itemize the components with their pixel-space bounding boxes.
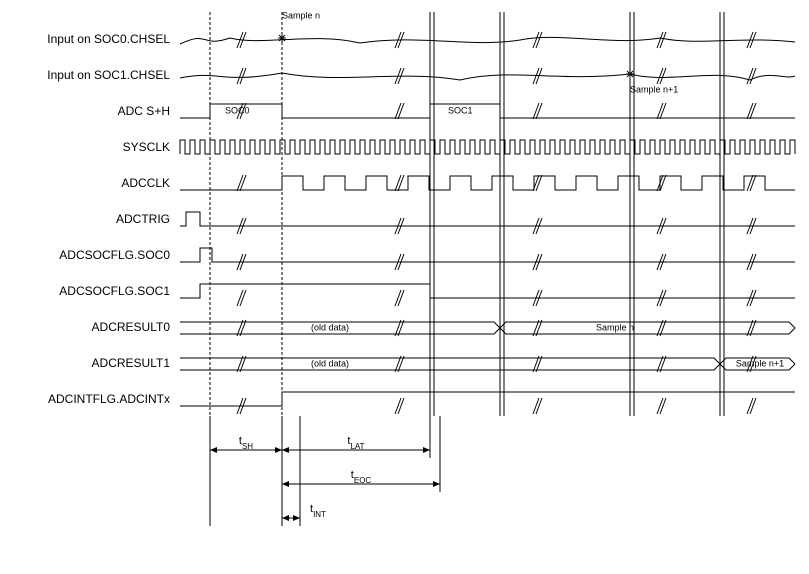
- adcsocflg-soc0-label: ADCSOCFLG.SOC0: [59, 248, 170, 262]
- adcintflg-trace: [180, 392, 795, 406]
- anno-olddata1: (old data): [311, 358, 349, 368]
- dim-tint: [282, 515, 300, 521]
- adcclk-trace: [180, 176, 795, 190]
- anno-soc1: SOC1: [448, 105, 473, 115]
- dim-tsh-label: tSH: [239, 435, 253, 451]
- adcresult1-label: ADCRESULT1: [92, 356, 171, 370]
- soc0-input-label: Input on SOC0.CHSEL: [47, 32, 170, 46]
- sysclk-trace: [180, 140, 795, 154]
- adcresult1-trace: [180, 358, 795, 370]
- adc-sh-trace: [180, 104, 795, 118]
- sysclk-label: SYSCLK: [123, 140, 170, 154]
- adcresult0-label: ADCRESULT0: [92, 320, 171, 334]
- adctrig-trace: [180, 212, 795, 226]
- anno-soc0: SOC0: [225, 105, 250, 115]
- soc0-input-trace: [180, 37, 795, 44]
- adctrig-label: ADCTRIG: [116, 212, 170, 226]
- adcsocflg-soc1-label: ADCSOCFLG.SOC1: [59, 284, 170, 298]
- adcresult0-trace: [180, 322, 795, 334]
- soc1-input-trace: [180, 73, 795, 80]
- dim-tint-label: tINT: [310, 503, 326, 519]
- anno-sample-n1: Sample n+1: [630, 84, 678, 94]
- adcclk-label: ADCCLK: [121, 176, 170, 190]
- anno-sample-n: Sample n: [282, 10, 320, 20]
- adcsocflg-soc0-trace: [180, 248, 795, 262]
- adc-sh-label: ADC S+H: [118, 104, 170, 118]
- anno-olddata0: (old data): [311, 322, 349, 332]
- adcsocflg-soc1-trace: [180, 284, 795, 298]
- soc1-input-label: Input on SOC1.CHSEL: [47, 68, 170, 82]
- adcintflg-label: ADCINTFLG.ADCINTx: [48, 392, 170, 406]
- anno-sample-n1-bus: Sample n+1: [736, 358, 784, 368]
- dim-tlat-label: tLAT: [347, 435, 364, 451]
- dim-teoc-label: tEOC: [351, 469, 372, 485]
- anno-sample-n-bus: Sample n: [596, 322, 634, 332]
